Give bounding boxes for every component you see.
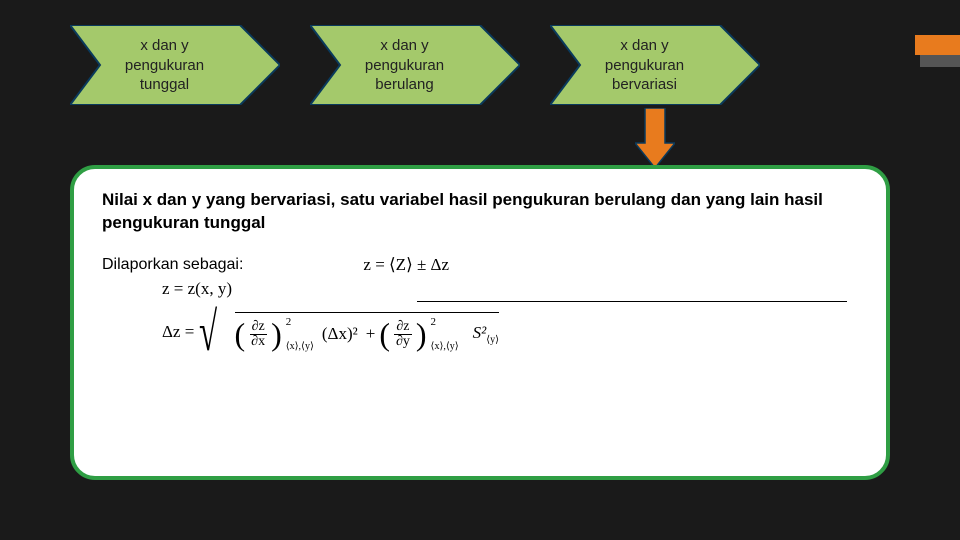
- arrow-text-3: x dan y pengukuran bervariasi: [575, 36, 715, 95]
- sub1: ⟨x⟩,⟨y⟩: [286, 342, 314, 352]
- rparen1: ): [271, 322, 282, 348]
- frac-dy-den: ∂y: [394, 335, 412, 349]
- content-box: Nilai x dan y yang bervariasi, satu vari…: [70, 165, 890, 480]
- arrow1-line2: pengukuran: [125, 56, 204, 73]
- arrow-step-1: x dan y pengukuran tunggal: [70, 25, 280, 105]
- decoration-orange-bar: [915, 35, 960, 55]
- corner-decoration: [910, 35, 960, 65]
- frac-dy: ∂z ∂y: [394, 320, 412, 349]
- arrow1-line3: tunggal: [140, 76, 189, 93]
- exp2: 2: [431, 317, 459, 328]
- delta-z-label: Δz =: [162, 322, 194, 342]
- arrow2-line1: x dan y: [380, 37, 428, 54]
- down-arrow: [635, 108, 675, 168]
- decoration-gray-bar: [920, 55, 960, 67]
- formula-divider-line: [417, 301, 847, 302]
- arrow-step-3: x dan y pengukuran bervariasi: [550, 25, 760, 105]
- content-title: Nilai x dan y yang bervariasi, satu vari…: [102, 189, 858, 235]
- arrows-row: x dan y pengukuran tunggal x dan y pengu…: [70, 25, 760, 105]
- formula-delta-z: Δz = √ ( ∂z ∂x ) 2 ⟨x⟩,⟨y⟩ (Δx)² + ( ∂z …: [162, 312, 858, 352]
- dx-squared: (Δx)²: [322, 324, 358, 344]
- arrow3-line2: pengukuran: [605, 56, 684, 73]
- s-sub: ⟨y⟩: [486, 335, 499, 346]
- formula-z-mean: z = ⟨Z⟩ ± Δz: [363, 255, 449, 275]
- plus-sign: +: [366, 324, 376, 344]
- report-row: Dilaporkan sebagai: z = ⟨Z⟩ ± Δz: [102, 255, 858, 275]
- arrow-text-2: x dan y pengukuran berulang: [335, 36, 475, 95]
- sqrt-symbol: √: [199, 318, 217, 346]
- rparen2: ): [416, 322, 427, 348]
- frac-dy-num: ∂z: [394, 320, 411, 335]
- arrow-step-2: x dan y pengukuran berulang: [310, 25, 520, 105]
- arrow3-line3: bervariasi: [612, 76, 677, 93]
- arrow2-line2: pengukuran: [365, 56, 444, 73]
- frac-dx-num: ∂z: [250, 320, 267, 335]
- report-label: Dilaporkan sebagai:: [102, 256, 243, 274]
- arrow1-line1: x dan y: [140, 37, 188, 54]
- formula-z-func: z = z(x, y): [162, 279, 858, 299]
- lparen2: (: [379, 322, 390, 348]
- s-squared: S²: [473, 323, 487, 342]
- exp1: 2: [286, 317, 314, 328]
- arrow-text-1: x dan y pengukuran tunggal: [95, 36, 235, 95]
- arrow3-line1: x dan y: [620, 37, 668, 54]
- frac-dx-den: ∂x: [249, 335, 267, 349]
- frac-dx: ∂z ∂x: [249, 320, 267, 349]
- arrow2-line3: berulang: [375, 76, 433, 93]
- lparen1: (: [235, 322, 246, 348]
- sqrt-content: ( ∂z ∂x ) 2 ⟨x⟩,⟨y⟩ (Δx)² + ( ∂z ∂y ) 2 …: [235, 312, 500, 352]
- sub2: ⟨x⟩,⟨y⟩: [431, 342, 459, 352]
